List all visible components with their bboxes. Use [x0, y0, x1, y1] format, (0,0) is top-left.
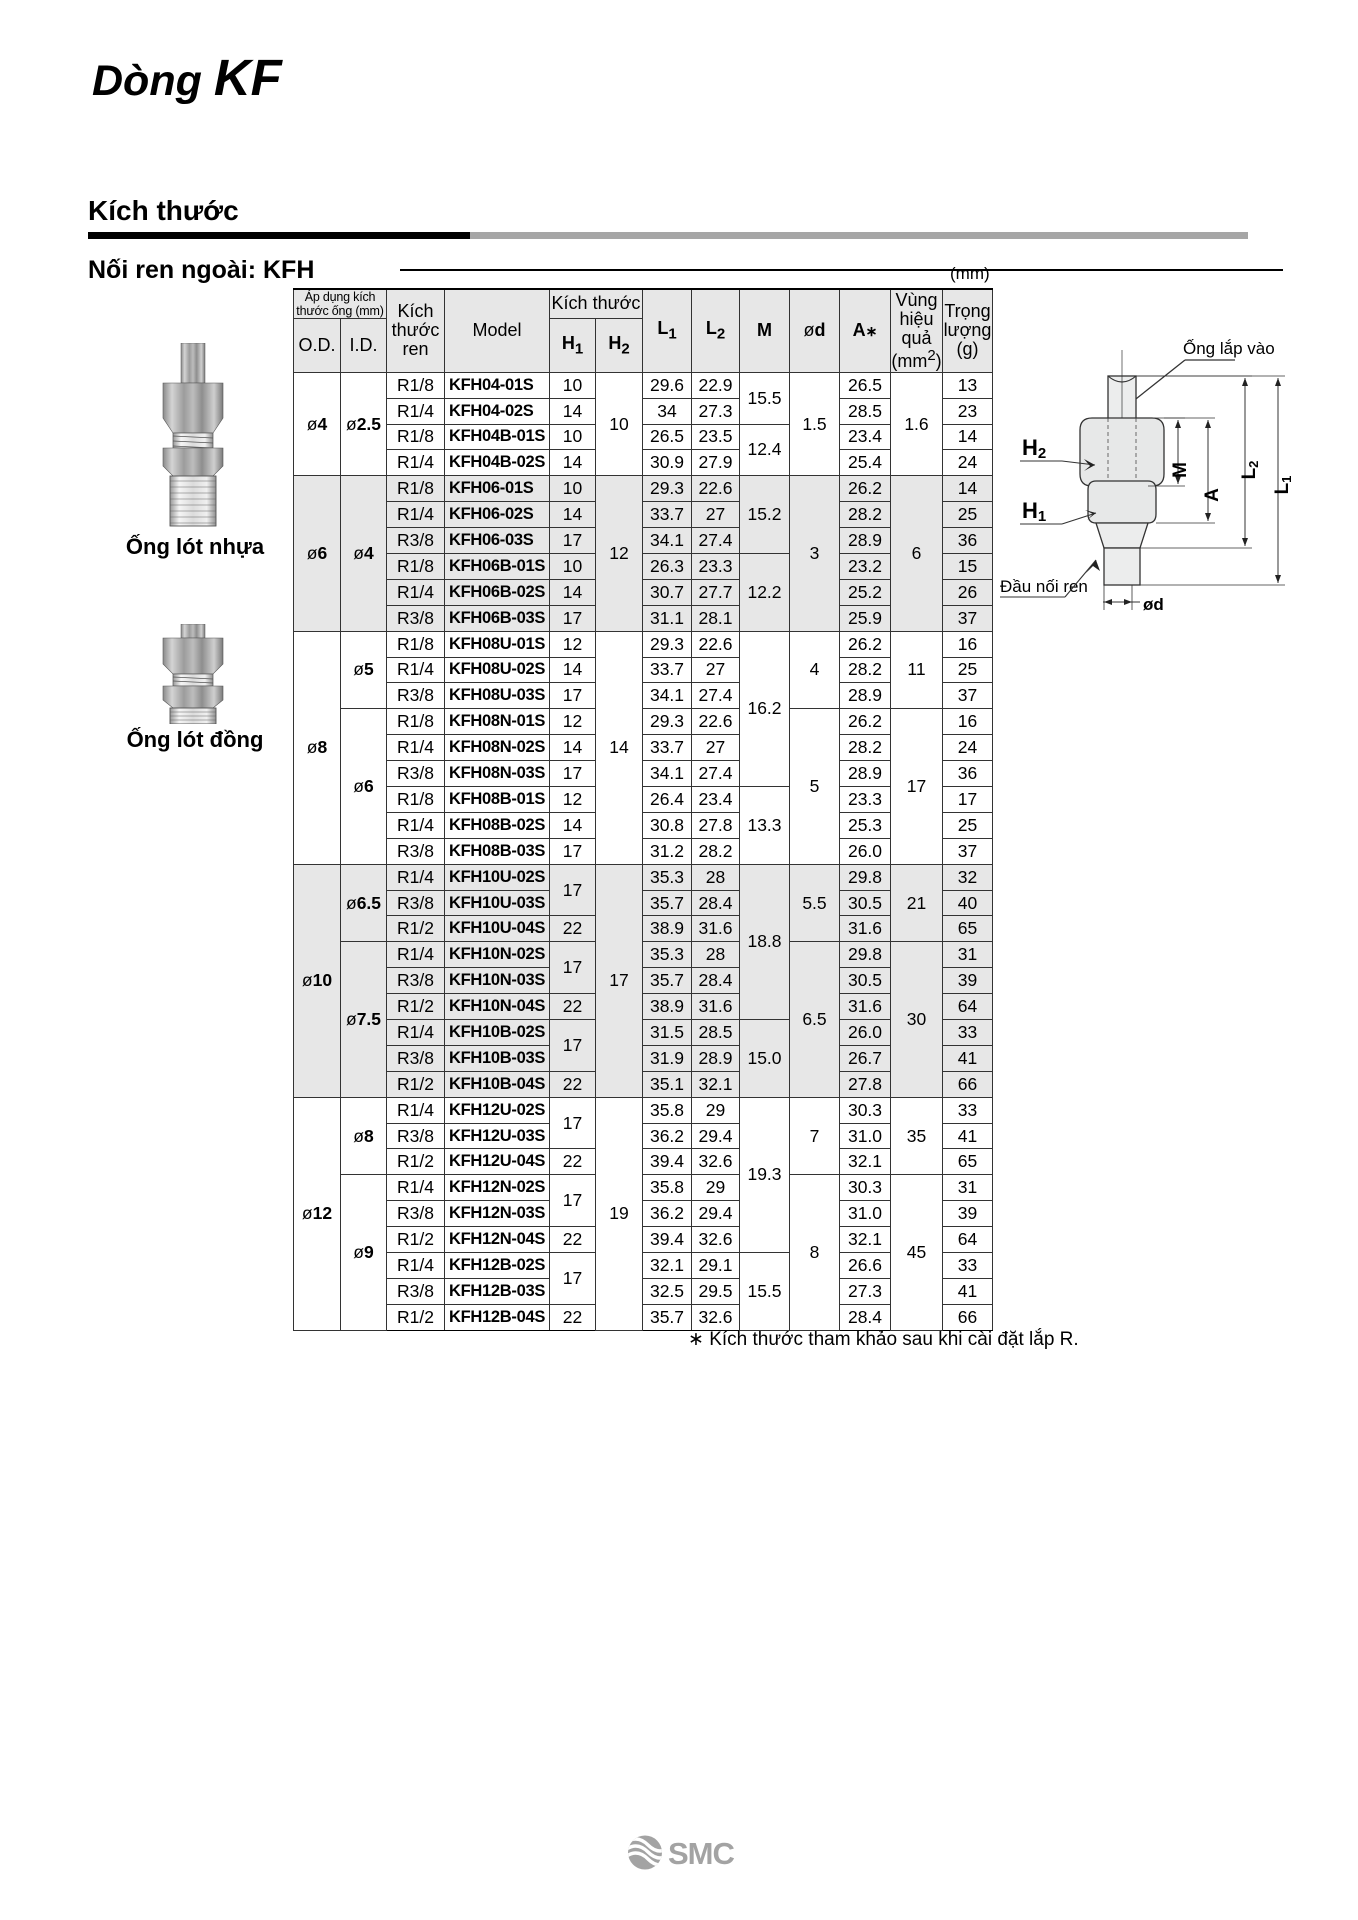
svg-text:ød: ød — [1143, 595, 1164, 614]
svg-text:H1: H1 — [1022, 498, 1046, 525]
svg-text:H2: H2 — [1022, 435, 1046, 462]
svg-text:A: A — [1202, 488, 1223, 502]
svg-text:SMC: SMC — [668, 1836, 735, 1871]
svg-text:M: M — [1170, 462, 1191, 478]
svg-text:Ống lắp vào: Ống lắp vào — [1183, 338, 1275, 358]
svg-text:L2: L2 — [1239, 461, 1261, 480]
svg-text:L1: L1 — [1272, 476, 1294, 495]
svg-text:Đầu nối ren: Đầu nối ren — [1000, 577, 1088, 596]
